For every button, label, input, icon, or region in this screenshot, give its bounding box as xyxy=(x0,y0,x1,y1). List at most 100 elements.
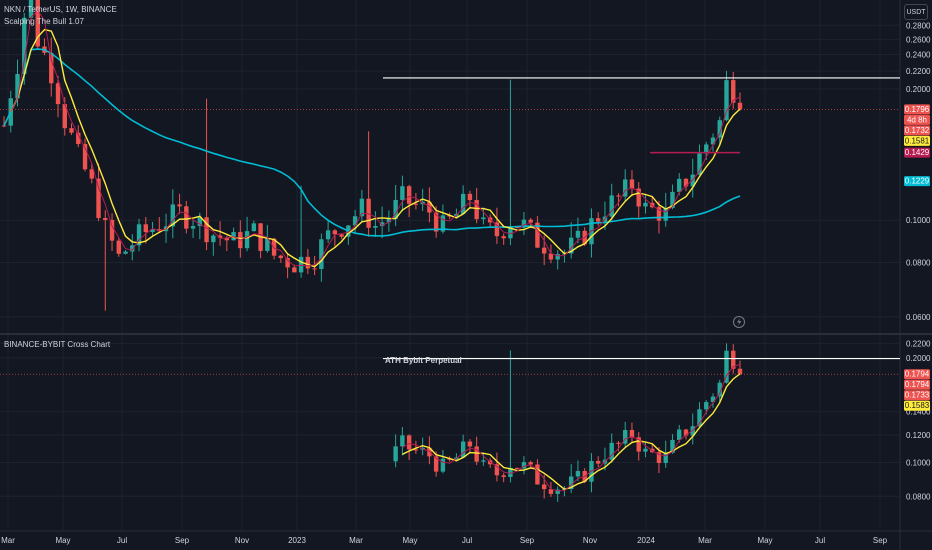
upper-candle-body xyxy=(217,235,223,238)
x-tick-label: May xyxy=(757,536,772,545)
lower-mid-ma-line xyxy=(402,363,741,492)
upper-candle-body xyxy=(690,174,695,187)
upper-candle-body xyxy=(62,104,67,129)
upper-candle-body xyxy=(231,232,236,241)
upper-candle-body xyxy=(731,80,736,103)
x-tick-label: 2023 xyxy=(288,536,306,545)
lower-candle-body xyxy=(440,458,446,472)
upper-candle-body xyxy=(55,83,61,105)
lightning-icon xyxy=(733,316,745,328)
upper-candle-body xyxy=(555,254,560,260)
lower-fast-ma-line xyxy=(402,373,741,490)
lower-price-label: 0.1794 xyxy=(905,370,930,379)
upper-price-label: 0.1581 xyxy=(905,136,930,145)
lower-candle-body xyxy=(521,462,527,469)
upper-y-tick-label: 0.1000 xyxy=(906,216,931,225)
upper-candle-body xyxy=(332,230,338,235)
lower-candle-body xyxy=(737,368,743,375)
x-tick-label: Sep xyxy=(175,536,190,545)
upper-candle-body xyxy=(440,215,446,232)
lower-candle-body xyxy=(460,441,466,458)
upper-candle-body xyxy=(271,238,277,256)
upper-candle-body xyxy=(460,193,466,214)
lower-candle-body xyxy=(609,442,614,460)
upper-candle-body xyxy=(28,0,34,18)
upper-candle-body xyxy=(103,218,108,221)
upper-candle-body xyxy=(15,74,20,99)
upper-price-label-bg xyxy=(904,104,930,115)
upper-candle-body xyxy=(82,144,88,170)
upper-candle-body xyxy=(623,179,628,197)
upper-candle-body xyxy=(379,222,385,227)
lower-candle-body xyxy=(629,430,635,438)
lower-candle-body xyxy=(616,442,621,444)
upper-slow-ma-line xyxy=(3,48,741,237)
upper-candle-body xyxy=(22,17,27,75)
upper-candle-body xyxy=(406,186,412,204)
lower-candle-body xyxy=(636,437,641,452)
lower-candle-body xyxy=(413,449,419,451)
lower-y-tick-label: 0.1200 xyxy=(906,431,931,440)
upper-fast-ma-line xyxy=(10,28,741,268)
lower-candle-body xyxy=(596,460,601,464)
upper-candle-body xyxy=(278,255,284,259)
upper-candle-body xyxy=(339,234,344,237)
upper-candle-body xyxy=(325,230,331,240)
upper-candle-body xyxy=(393,199,398,219)
upper-candle-body xyxy=(717,120,722,138)
upper-price-label-bg xyxy=(904,114,930,125)
upper-candle-body xyxy=(89,169,94,179)
upper-candle-body xyxy=(528,219,533,223)
upper-candle-body xyxy=(568,237,574,254)
upper-candle-body xyxy=(136,224,142,246)
currency-button[interactable]: USDT xyxy=(904,4,928,20)
upper-candle-body xyxy=(116,240,121,254)
upper-price-label-bg xyxy=(904,147,930,158)
upper-candle-body xyxy=(683,178,689,187)
x-tick-label: Jul xyxy=(117,536,127,545)
upper-candle-body xyxy=(521,219,527,228)
upper-candle-body xyxy=(400,186,405,200)
upper-price-label: 4d 8h xyxy=(907,115,927,124)
x-tick-label: Mar xyxy=(698,536,712,545)
upper-price-label: 0.1429 xyxy=(905,148,930,157)
lower-price-label: 0.1583 xyxy=(905,401,930,410)
upper-candle-body xyxy=(677,178,682,192)
upper-candle-body xyxy=(514,226,520,228)
x-tick-label: Jul xyxy=(815,536,825,545)
lower-candle-body xyxy=(393,446,398,462)
lower-candle-body xyxy=(704,402,709,410)
upper-candle-body xyxy=(433,212,439,232)
upper-candle-body xyxy=(548,253,554,260)
upper-candle-body xyxy=(184,206,189,229)
lower-candle-body xyxy=(528,462,533,465)
upper-candle-body xyxy=(663,208,668,221)
upper-candle-body xyxy=(467,193,473,201)
upper-candle-body xyxy=(157,229,162,232)
lower-candle-body xyxy=(548,489,554,494)
upper-candle-body xyxy=(710,137,716,145)
upper-candle-body xyxy=(265,238,270,251)
upper-candle-body xyxy=(305,256,311,269)
upper-price-label: 0.1796 xyxy=(905,105,930,114)
lower-price-label: 0.1794 xyxy=(905,380,930,389)
upper-candle-body xyxy=(359,198,365,217)
lower-y-tick-label: 0.1400 xyxy=(906,408,931,417)
lower-candle-body xyxy=(670,439,675,453)
lower-candle-body xyxy=(717,382,722,397)
upper-candle-body xyxy=(123,251,128,254)
lower-candle-body xyxy=(541,484,547,490)
upper-candle-body xyxy=(656,207,662,221)
upper-candle-body xyxy=(49,52,54,84)
upper-y-tick-label: 0.2600 xyxy=(906,35,931,44)
upper-candle-body xyxy=(96,178,101,219)
lower-candle-body xyxy=(535,464,540,485)
x-tick-label: May xyxy=(55,536,70,545)
lower-y-tick-label: 0.1000 xyxy=(906,459,931,468)
upper-candle-body xyxy=(670,191,675,209)
lower-candle-body xyxy=(508,467,513,477)
lower-candle-body xyxy=(568,476,574,490)
upper-candle-body xyxy=(292,267,297,273)
